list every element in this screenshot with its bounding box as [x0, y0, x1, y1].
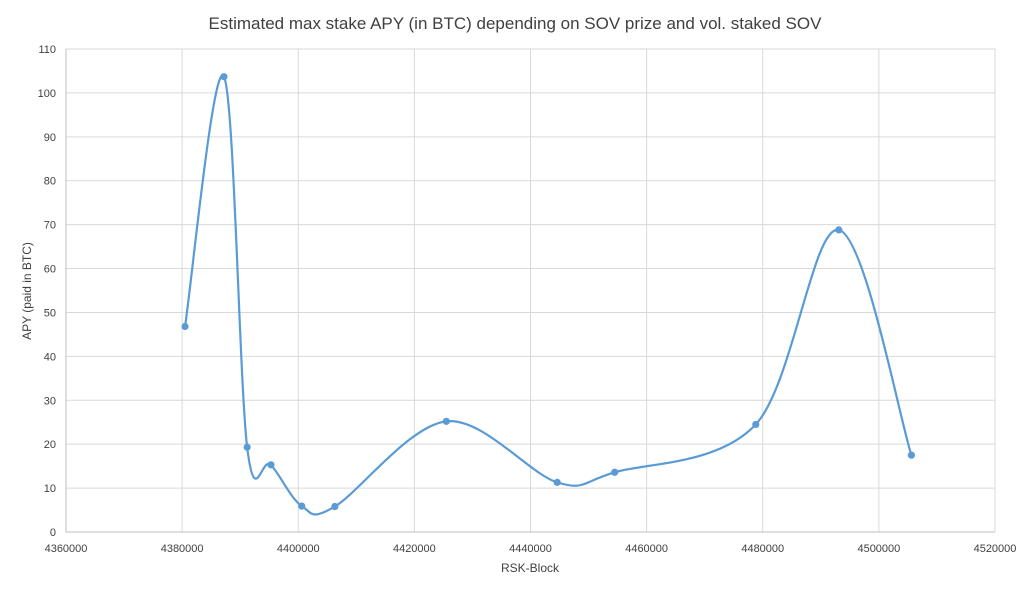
y-tick-label: 100 — [38, 88, 56, 100]
data-point — [298, 502, 306, 510]
chart-title: Estimated max stake APY (in BTC) dependi… — [209, 14, 823, 33]
y-tick-label: 60 — [44, 264, 56, 276]
x-tick-label: 4440000 — [509, 543, 552, 555]
y-tick-label: 110 — [38, 44, 56, 56]
grid — [66, 48, 996, 532]
data-point — [243, 443, 251, 451]
y-tick-label: 50 — [44, 307, 56, 319]
data-point — [611, 468, 619, 476]
data-point — [553, 478, 561, 486]
x-axis-label: RSK-Block — [501, 561, 560, 575]
data-point — [907, 451, 915, 459]
x-tick-label: 4420000 — [393, 543, 436, 555]
x-tick-label: 4400000 — [277, 543, 320, 555]
y-tick-label: 80 — [44, 176, 56, 188]
data-point — [442, 417, 450, 425]
data-point — [752, 420, 760, 429]
y-tick-label: 70 — [44, 220, 56, 232]
x-tick-label: 4360000 — [45, 543, 88, 555]
y-tick-label: 90 — [44, 132, 56, 144]
x-tick-label: 4380000 — [161, 543, 204, 555]
series — [181, 73, 915, 516]
y-tick-label: 20 — [44, 439, 56, 451]
data-point — [835, 226, 843, 234]
y-axis-label: APY (paid in BTC) — [20, 242, 34, 340]
x-tick-label: 4500000 — [857, 543, 900, 555]
x-tick-label: 4480000 — [741, 543, 784, 555]
data-point — [220, 73, 228, 81]
series-line — [183, 74, 913, 516]
data-point — [331, 502, 339, 511]
data-point — [267, 461, 275, 469]
y-tick-label: 10 — [44, 483, 56, 495]
data-point — [181, 322, 189, 331]
y-tick-label: 40 — [44, 351, 56, 363]
y-tick-label: 30 — [44, 395, 56, 407]
x-tick-label: 4520000 — [974, 543, 1017, 555]
y-tick-label: 0 — [50, 527, 56, 539]
axes: 0 10 20 30 40 50 60 70 80 90 100 110 4360000 4380000 4… — [38, 44, 1017, 555]
x-tick-label: 4460000 — [625, 543, 668, 555]
